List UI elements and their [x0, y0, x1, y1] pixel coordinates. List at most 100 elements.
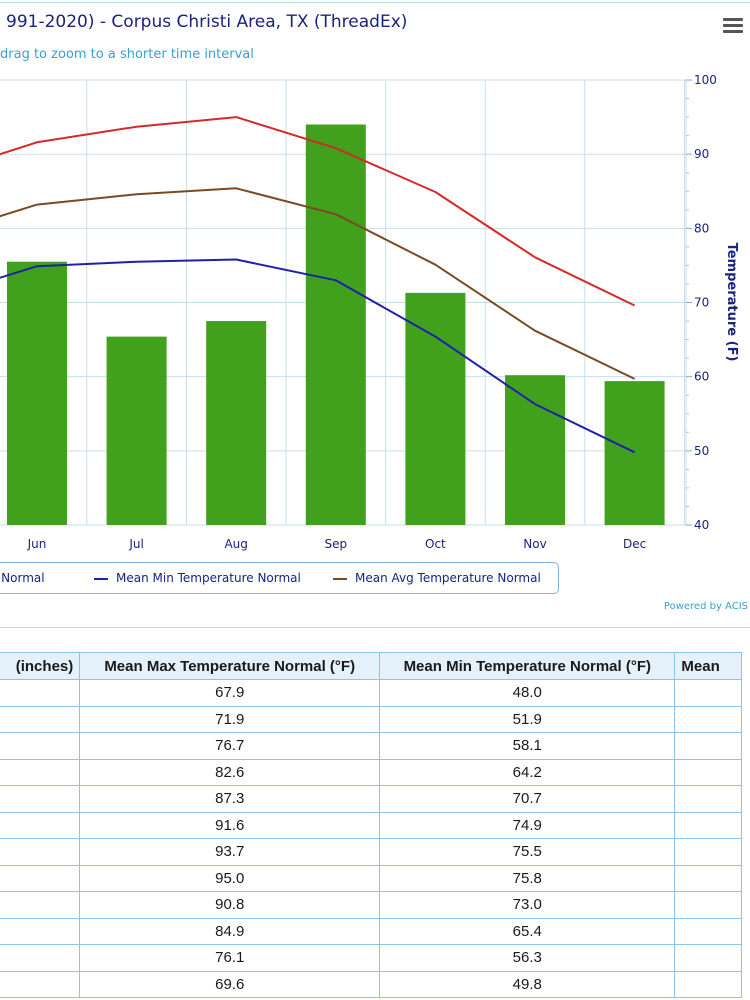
table-cell: 87.3 [79, 785, 381, 813]
table-row: 95.0 75.8 [0, 864, 742, 892]
x-tick-label-dec: Dec [623, 537, 646, 551]
table-row: 93.7 75.5 [0, 838, 742, 866]
table-cell [0, 705, 81, 733]
x-tick-label-sep: Sep [324, 537, 347, 551]
table-cell: 49.8 [379, 970, 676, 998]
table-cell: 67.9 [79, 679, 381, 707]
bar-oct[interactable] [405, 292, 466, 525]
header-min-temp[interactable]: Mean Min Temperature Normal (°F) [379, 652, 676, 680]
chart-legend: ture Normal Mean Min Temperature Normal … [0, 562, 559, 594]
top-border [0, 2, 750, 3]
bar-aug[interactable] [206, 321, 267, 525]
table-cell [674, 891, 742, 919]
bar-jun[interactable] [7, 261, 67, 525]
table-cell: 75.8 [379, 864, 676, 892]
table-cell [674, 758, 742, 786]
bar-jul[interactable] [106, 336, 167, 525]
x-tick-label-oct: Oct [425, 537, 446, 551]
table-cell: 76.7 [79, 732, 381, 760]
table-cell: 64.2 [379, 758, 676, 786]
table-cell [0, 917, 81, 945]
table-cell [0, 811, 81, 839]
chart-title: 991-2020) - Corpus Christi Area, TX (Thr… [6, 12, 408, 32]
header-precip[interactable]: (inches) [0, 652, 81, 680]
x-tick-label-jun: Jun [27, 537, 47, 551]
table-cell: 69.6 [79, 970, 381, 998]
y-tick-label: 40 [694, 518, 709, 532]
y-tick-label: 80 [694, 221, 709, 235]
header-max-temp[interactable]: Mean Max Temperature Normal (°F) [79, 652, 381, 680]
table-cell: 58.1 [379, 732, 676, 760]
table-cell [674, 732, 742, 760]
table-cell: 51.9 [379, 705, 676, 733]
section-divider [0, 627, 750, 628]
table-cell: 75.5 [379, 838, 676, 866]
table-cell [674, 679, 742, 707]
x-tick-label-aug: Aug [224, 537, 247, 551]
series-line-1[interactable] [0, 116, 636, 307]
table-cell [0, 732, 81, 760]
table-cell [0, 970, 81, 998]
legend-avg-swatch [333, 577, 347, 580]
table-cell [674, 944, 742, 972]
table-cell [0, 838, 81, 866]
table-cell: 82.6 [79, 758, 381, 786]
legend-min-swatch [94, 577, 108, 580]
table-cell [674, 917, 742, 945]
series-line-2[interactable] [0, 258, 636, 454]
y-tick-label: 70 [694, 296, 709, 310]
table-cell: 93.7 [79, 838, 381, 866]
y-tick-label: 50 [694, 444, 709, 458]
table-cell: 84.9 [79, 917, 381, 945]
table-cell: 48.0 [379, 679, 676, 707]
legend-item-max[interactable]: ture Normal [0, 571, 45, 585]
table-cell [674, 970, 742, 998]
legend-item-min[interactable]: Mean Min Temperature Normal [94, 571, 301, 585]
table-cell: 56.3 [379, 944, 676, 972]
table-row: 84.9 65.4 [0, 917, 742, 945]
x-tick-label-jul: Jul [128, 537, 143, 551]
table-header-row: (inches) Mean Max Temperature Normal (°F… [0, 652, 742, 680]
table-cell: 91.6 [79, 811, 381, 839]
table-cell: 95.0 [79, 864, 381, 892]
table-cell [0, 758, 81, 786]
table-cell [0, 864, 81, 892]
table-row: 87.3 70.7 [0, 785, 742, 813]
y-tick-label: 100 [694, 73, 717, 87]
y-axis-title: Temperature (F) [724, 243, 739, 362]
table-cell [674, 838, 742, 866]
bar-sep[interactable] [305, 124, 366, 526]
hamburger-menu-icon[interactable] [721, 15, 745, 39]
chart-subtitle: drag to zoom to a shorter time interval [0, 47, 254, 62]
header-avg-temp[interactable]: Mean [674, 652, 742, 680]
y-tick-label: 60 [694, 370, 709, 384]
legend-item-avg[interactable]: Mean Avg Temperature Normal [333, 571, 541, 585]
y-tick-label: 90 [694, 147, 709, 161]
table-cell [0, 785, 81, 813]
table-cell [674, 705, 742, 733]
table-row: 69.6 49.8 [0, 970, 742, 998]
normals-table: (inches) Mean Max Temperature Normal (°F… [0, 652, 742, 998]
table-row: 90.8 73.0 [0, 891, 742, 919]
table-cell [674, 811, 742, 839]
x-tick-label-nov: Nov [523, 537, 546, 551]
table-cell [0, 891, 81, 919]
table-cell: 74.9 [379, 811, 676, 839]
table-cell [674, 864, 742, 892]
bar-dec[interactable] [604, 381, 665, 525]
table-cell: 65.4 [379, 917, 676, 945]
table-cell [0, 679, 81, 707]
table-cell [0, 944, 81, 972]
table-cell: 70.7 [379, 785, 676, 813]
table-row: 82.6 64.2 [0, 758, 742, 786]
powered-by-credit[interactable]: Powered by ACIS [663, 601, 748, 612]
series-line-3[interactable] [0, 187, 636, 380]
table-cell: 90.8 [79, 891, 381, 919]
table-row: 67.9 48.0 [0, 679, 742, 707]
bar-nov[interactable] [505, 375, 565, 525]
temperature-chart[interactable]: 40 50 60 70 80 90 100 Temperature (F) Jun Jul Aug S… [0, 0, 750, 560]
table-row: 71.9 51.9 [0, 705, 742, 733]
table-cell: 73.0 [379, 891, 676, 919]
table-cell: 76.1 [79, 944, 381, 972]
table-row: 76.7 58.1 [0, 732, 742, 760]
